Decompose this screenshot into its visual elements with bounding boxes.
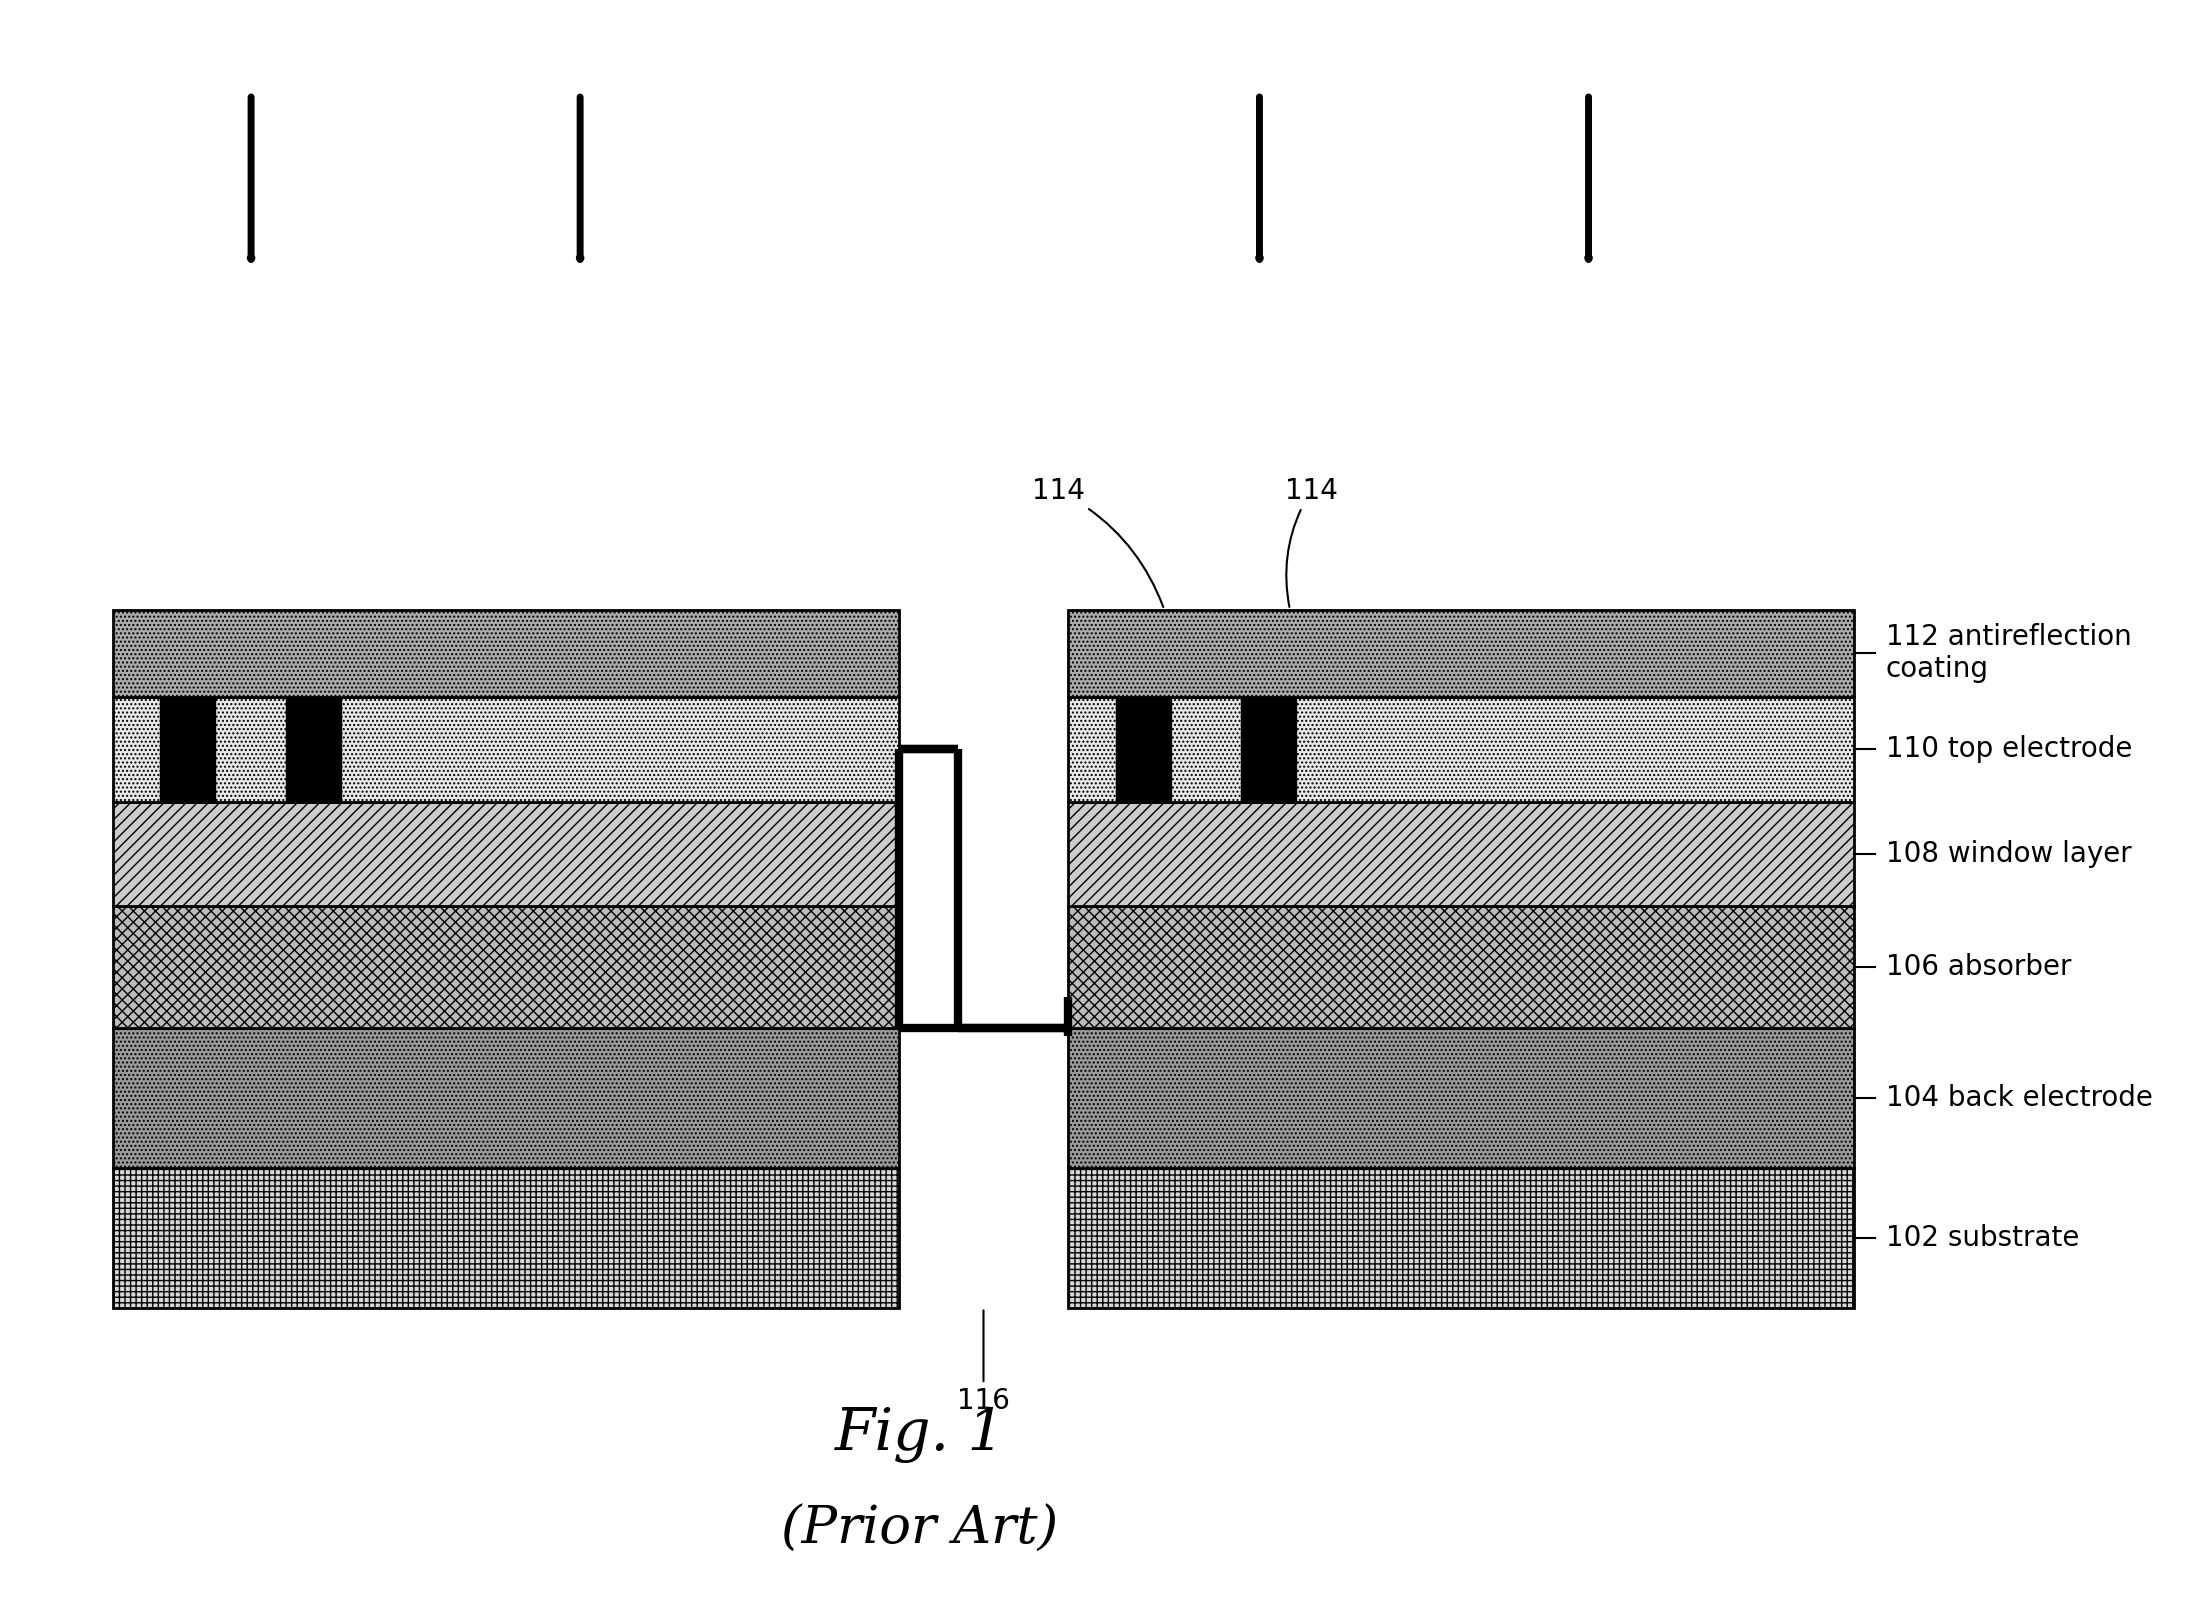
Text: 104 back electrode: 104 back electrode bbox=[1885, 1085, 2152, 1112]
Bar bbox=[898, 757, 949, 1027]
Text: 102 substrate: 102 substrate bbox=[1885, 1224, 2079, 1251]
Text: (Prior Art): (Prior Art) bbox=[781, 1504, 1059, 1555]
Text: Fig. 1: Fig. 1 bbox=[834, 1406, 1004, 1462]
Bar bbox=[1068, 610, 1854, 698]
Text: 110 top electrode: 110 top electrode bbox=[1885, 736, 2132, 763]
Bar bbox=[113, 802, 898, 906]
Bar bbox=[161, 698, 216, 802]
Text: 116: 116 bbox=[958, 1310, 1011, 1414]
Bar bbox=[1068, 698, 1854, 802]
Bar bbox=[113, 698, 898, 802]
Bar bbox=[1068, 802, 1854, 906]
Bar bbox=[1068, 1168, 1854, 1307]
Bar bbox=[1115, 698, 1170, 802]
Text: 114: 114 bbox=[1031, 477, 1163, 606]
Bar bbox=[1068, 1029, 1854, 1168]
Bar bbox=[1240, 698, 1296, 802]
Bar bbox=[113, 1168, 898, 1307]
Bar bbox=[113, 906, 898, 1029]
Text: 112 antireflection
coating: 112 antireflection coating bbox=[1885, 622, 2132, 683]
Bar bbox=[113, 610, 898, 698]
Bar bbox=[1068, 906, 1854, 1029]
Text: 108 window layer: 108 window layer bbox=[1885, 840, 2132, 867]
Bar bbox=[287, 698, 340, 802]
Bar bbox=[113, 1029, 898, 1168]
Text: 114: 114 bbox=[1284, 477, 1337, 606]
Text: 106 absorber: 106 absorber bbox=[1885, 954, 2070, 981]
